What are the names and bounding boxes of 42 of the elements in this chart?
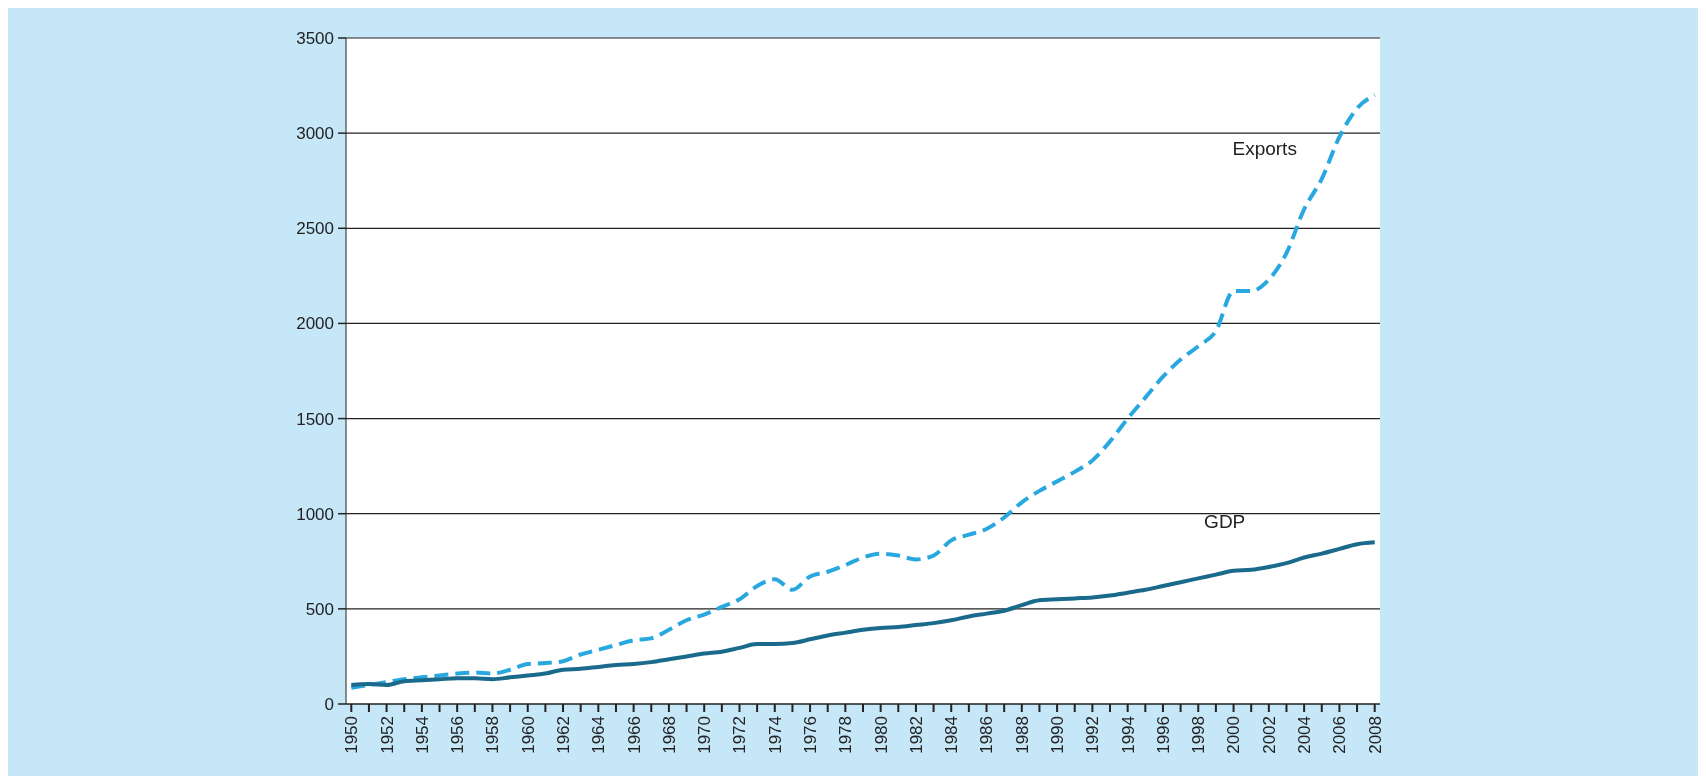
x-tick-label: 1998	[1189, 716, 1209, 754]
x-tick-label: 1968	[659, 716, 679, 754]
x-tick-label: 1996	[1153, 716, 1173, 754]
x-tick-label: 1988	[1012, 716, 1032, 754]
x-tick-label: 1972	[730, 716, 750, 754]
x-tick-label: 1956	[448, 716, 468, 754]
x-tick-label: 2008	[1365, 716, 1385, 754]
x-tick-label: 1992	[1083, 716, 1103, 754]
x-tick-label: 1964	[589, 716, 609, 754]
x-tick-label: 1966	[624, 716, 644, 754]
x-tick-label: 1982	[906, 716, 926, 754]
x-tick-label: 2002	[1259, 716, 1279, 754]
x-tick-label: 2006	[1330, 716, 1350, 754]
x-tick-label: 1990	[1048, 716, 1068, 754]
y-tick-label: 2500	[296, 219, 334, 239]
x-tick-label: 1986	[977, 716, 997, 754]
series-label: GDP	[1204, 511, 1246, 533]
x-tick-label: 1978	[836, 716, 856, 754]
x-tick-label: 1962	[553, 716, 573, 754]
x-tick-label: 2004	[1295, 716, 1315, 754]
x-tick-label: 1976	[801, 716, 821, 754]
x-tick-label: 1958	[483, 716, 503, 754]
line-series	[349, 93, 1377, 690]
x-tick-label: 1974	[765, 716, 785, 754]
y-tick-label: 500	[305, 599, 334, 619]
y-tick-label: 3500	[296, 28, 334, 48]
series-label: Exports	[1232, 138, 1297, 160]
x-tick-label: 1994	[1118, 716, 1138, 754]
y-tick-label: 0	[324, 694, 334, 714]
x-tick-label: 1952	[377, 716, 397, 754]
line-series	[349, 540, 1377, 687]
x-tick-label: 1984	[942, 716, 962, 754]
x-tick-label: 1954	[412, 716, 432, 754]
x-tick-label: 1980	[871, 716, 891, 754]
x-tick-label: 1960	[518, 716, 538, 754]
y-tick-label: 1000	[296, 504, 334, 524]
x-tick-label: 1950	[342, 716, 362, 754]
x-tick-label: 2000	[1224, 716, 1244, 754]
y-tick-label: 1500	[296, 409, 334, 429]
x-tick-label: 1970	[695, 716, 715, 754]
y-tick-label: 2000	[296, 314, 334, 334]
y-tick-label: 3000	[296, 124, 334, 144]
